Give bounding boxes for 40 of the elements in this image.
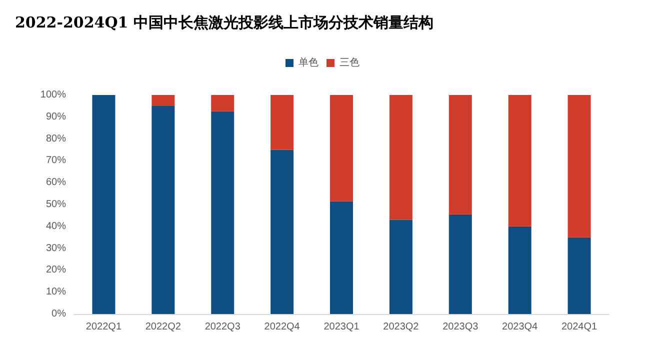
legend-label: 单色	[298, 56, 318, 68]
x-tick-label: 2023Q1	[324, 322, 360, 332]
y-tick-label: 40%	[46, 220, 66, 232]
y-tick-label: 100%	[40, 90, 66, 100]
y-tick-label: 10%	[46, 286, 66, 298]
legend-label: 三色	[340, 56, 360, 68]
bar	[568, 95, 591, 238]
y-tick-label: 20%	[46, 264, 66, 276]
x-tick-label: 2023Q2	[383, 322, 420, 332]
bar	[152, 106, 175, 314]
chart-title: 2022-2024Q1 中国中长焦激光投影线上市场分技术销量结构	[15, 14, 434, 32]
x-tick-label: 2022Q3	[204, 322, 241, 332]
x-tick-label: 2022Q4	[264, 322, 300, 332]
y-tick-label: 90%	[46, 111, 66, 122]
y-tick-label: 50%	[46, 199, 66, 210]
x-tick-label: 2022Q2	[145, 322, 182, 332]
bar	[389, 220, 412, 314]
bar	[568, 237, 591, 314]
y-tick-label: 0%	[52, 308, 66, 320]
bar	[389, 95, 412, 220]
bar	[448, 95, 472, 214]
bar	[92, 95, 116, 314]
x-tick-label: 2022Q1	[86, 322, 122, 332]
y-tick-label: 60%	[46, 177, 66, 188]
bar	[508, 226, 532, 314]
bar	[270, 150, 294, 314]
bar	[211, 111, 234, 314]
bar	[508, 95, 532, 226]
bar	[270, 95, 294, 150]
x-tick-label: 2023Q4	[502, 322, 538, 332]
bar	[330, 201, 353, 314]
bar	[152, 95, 175, 106]
bar	[211, 95, 234, 112]
bar	[448, 214, 472, 314]
x-tick-label: 2023Q3	[442, 322, 479, 332]
y-tick-label: 70%	[46, 155, 66, 166]
y-tick-label: 80%	[46, 133, 66, 144]
bar	[330, 95, 353, 202]
x-tick-label: 2024Q1	[561, 322, 598, 332]
y-tick-label: 30%	[46, 242, 66, 254]
